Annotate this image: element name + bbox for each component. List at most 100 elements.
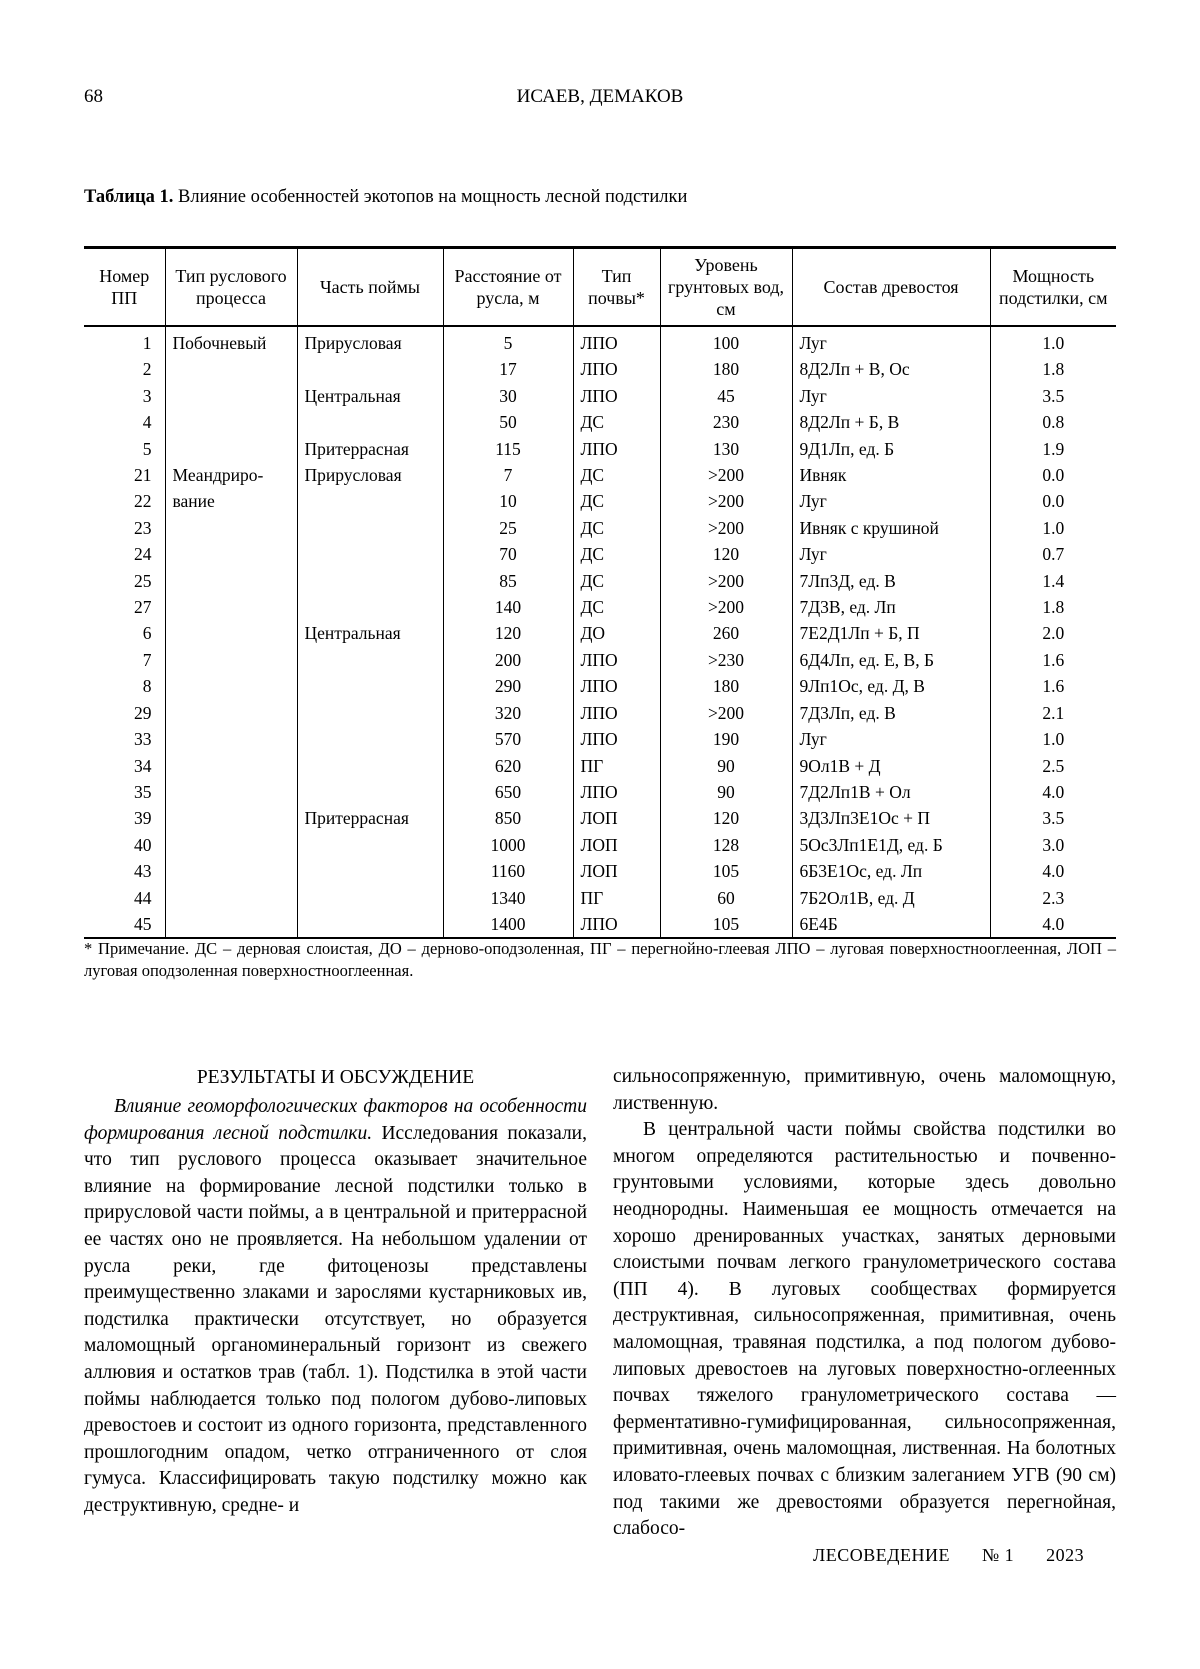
table-cell: 5 bbox=[142, 438, 152, 459]
table-cell: 35 bbox=[134, 781, 152, 802]
table-cell: 1340 bbox=[442, 884, 573, 911]
table-cell: 130 bbox=[659, 435, 792, 463]
table-row: 34 620 ПГ 90 9Ол1В + Д 2.5 bbox=[84, 752, 1116, 779]
table-row: 44 1340 ПГ 60 7Б2Ол1В, ед. Д 2.3 bbox=[84, 884, 1116, 911]
table-cell: ДС bbox=[572, 488, 660, 515]
table-caption-text: Влияние особенностей экотопов на мощност… bbox=[178, 187, 688, 207]
table-cell: 7 bbox=[442, 462, 573, 489]
table-cell: ЛОП bbox=[572, 858, 660, 885]
table-cell: 17 bbox=[442, 356, 573, 383]
table-caption: Таблица 1. Влияние особенностей экотопов… bbox=[84, 186, 1116, 209]
table-cell: Притеррасная bbox=[296, 805, 443, 832]
table-cell: ЛОП bbox=[572, 805, 660, 832]
table-cell: ДС bbox=[572, 514, 660, 542]
table-cell: 30 bbox=[442, 382, 573, 410]
table-cell: 39 bbox=[134, 808, 152, 829]
table-row: 25 85 ДС >200 7Лп3Д, ед. В 1.4 bbox=[84, 567, 1116, 595]
table-cell bbox=[164, 409, 297, 436]
table-cell: 128 bbox=[659, 831, 792, 859]
table-cell: >200 bbox=[659, 699, 792, 727]
table-cell: Меандриро- bbox=[164, 462, 297, 489]
table-cell bbox=[296, 858, 443, 885]
table-cell: 200 bbox=[442, 646, 573, 674]
table-cell: ЛПО bbox=[572, 699, 660, 727]
table-cell: ЛПО bbox=[572, 356, 660, 383]
table-cell: 0.0 bbox=[989, 462, 1116, 489]
table-cell: 7Д3В, ед. Лп bbox=[791, 594, 990, 621]
table-cell bbox=[164, 435, 297, 463]
table-cell: 25 bbox=[134, 570, 152, 591]
table-cell: 60 bbox=[659, 884, 792, 911]
table-cell: 45 bbox=[134, 913, 152, 934]
table-cell bbox=[164, 356, 297, 383]
table-cell bbox=[296, 594, 443, 621]
table-cell: 0.8 bbox=[989, 409, 1116, 436]
table-cell: Луг bbox=[791, 382, 990, 410]
paragraph-1-continuation: сильносопряженную, примитивную, очень ма… bbox=[613, 1066, 1116, 1114]
column-header: Номер ПП bbox=[84, 247, 165, 327]
table-cell: 9Ол1В + Д bbox=[791, 752, 990, 779]
table-cell: 21 bbox=[134, 465, 152, 486]
table-cell bbox=[296, 778, 443, 806]
table-cell bbox=[296, 541, 443, 568]
table-cell: 1000 bbox=[442, 831, 573, 859]
table-cell: 1.6 bbox=[989, 673, 1116, 700]
column-header: Уровень грунтовых вод, см bbox=[659, 247, 792, 327]
table-cell: 8Д2Лп + В, Ос bbox=[791, 356, 990, 383]
table-cell: 1.9 bbox=[989, 435, 1116, 463]
table-cell: 120 bbox=[442, 620, 573, 647]
table-cell: 260 bbox=[659, 620, 792, 647]
journal-issue: № 1 bbox=[981, 1545, 1015, 1565]
table-cell: 4.0 bbox=[989, 910, 1116, 939]
table-cell: Центральная bbox=[296, 620, 443, 647]
table-cell: 90 bbox=[659, 752, 792, 779]
section-heading: РЕЗУЛЬТАТЫ И ОБСУЖДЕНИЕ bbox=[196, 1067, 475, 1088]
table-cell: ПГ bbox=[572, 752, 660, 779]
table-cell: 3.0 bbox=[989, 831, 1116, 859]
table-cell bbox=[164, 620, 297, 647]
table-cell: 0.7 bbox=[989, 541, 1116, 568]
table-cell bbox=[296, 752, 443, 779]
journal-footer: ЛЕСОВЕДЕНИЕ № 1 2023 bbox=[813, 1544, 1084, 1566]
running-head: 68 ИСАЕВ, ДЕМАКОВ bbox=[84, 86, 1116, 108]
table-cell bbox=[296, 884, 443, 911]
table-cell: 850 bbox=[442, 805, 573, 832]
table-cell: 34 bbox=[134, 755, 152, 776]
table-cell: 320 bbox=[442, 699, 573, 727]
table-cell: 1400 bbox=[442, 910, 573, 939]
table-cell: Центральная bbox=[296, 382, 443, 410]
paragraph-1-lead-italic: Влияние геоморфологических факторов на о… bbox=[84, 1096, 587, 1144]
table-cell bbox=[164, 673, 297, 700]
table-row: 27 140 ДС >200 7Д3В, ед. Лп 1.8 bbox=[84, 594, 1116, 621]
table-row: 1 Побочневый Прирусловая 5 ЛПО 100 Луг 1.0 bbox=[84, 326, 1116, 357]
table-cell: ЛПО bbox=[572, 646, 660, 674]
table-cell: ЛПО bbox=[572, 778, 660, 806]
table-row: 22 вание 10 ДС >200 Луг 0.0 bbox=[84, 488, 1116, 515]
table-cell: ЛПО bbox=[572, 326, 660, 357]
table-cell: 7Б2Ол1В, ед. Д bbox=[791, 884, 990, 911]
table-cell: 45 bbox=[659, 382, 792, 410]
table-cell bbox=[164, 646, 297, 674]
table-cell: 1.8 bbox=[989, 356, 1116, 383]
table-row: 7 200 ЛПО >230 6Д4Лп, ед. Е, В, Б 1.6 bbox=[84, 646, 1116, 674]
table-caption-label: Таблица 1. bbox=[84, 187, 174, 207]
table-cell bbox=[164, 699, 297, 727]
table-cell: 44 bbox=[134, 887, 152, 908]
table-cell: 3Д3Лп3Е1Ос + П bbox=[791, 805, 990, 832]
table-footnote: * Примечание. ДС – дерновая слоистая, ДО… bbox=[84, 939, 1116, 980]
table-cell: 0.0 bbox=[989, 488, 1116, 515]
table-cell: 4 bbox=[142, 412, 152, 433]
table-cell: 180 bbox=[659, 356, 792, 383]
table-cell: 2 bbox=[142, 359, 152, 380]
table-cell: ПГ bbox=[572, 884, 660, 911]
table-cell bbox=[296, 356, 443, 383]
table-row: 45 1400 ЛПО 105 6Е4Б 4.0 bbox=[84, 910, 1116, 939]
table-cell: 2.1 bbox=[989, 699, 1116, 727]
table-body: 1 Побочневый Прирусловая 5 ЛПО 100 Луг 1.0 2 17 ЛП… bbox=[84, 326, 1116, 939]
table-cell: 5Ос3Лп1Е1Д, ед. Б bbox=[791, 831, 990, 859]
table-cell bbox=[164, 752, 297, 779]
column-header: Мощность подстилки, см bbox=[989, 247, 1116, 327]
table-row: 43 1160 ЛОП 105 6Б3Е1Ос, ед. Лп 4.0 bbox=[84, 858, 1116, 885]
table-cell: ДС bbox=[572, 462, 660, 489]
table-cell: Луг bbox=[791, 326, 990, 357]
